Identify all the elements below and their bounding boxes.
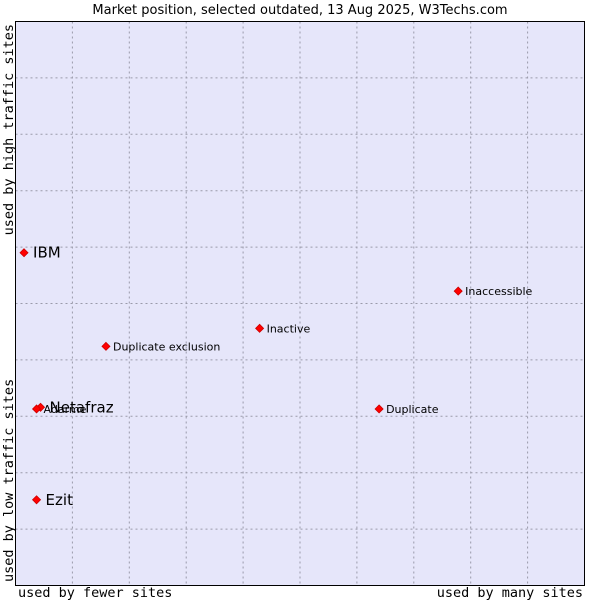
data-label-ezit: Ezit: [46, 491, 74, 509]
data-label-adarme: Adarme: [44, 403, 87, 416]
data-point-duplicate: [374, 404, 384, 414]
y-axis-label-top: used by high traffic sites: [1, 24, 17, 235]
y-axis-label-bottom: used by low traffic sites: [1, 379, 17, 582]
grid-lines: [15, 21, 585, 586]
data-point-adarme: [31, 404, 42, 414]
x-axis-label-right: used by many sites: [437, 585, 583, 600]
data-label-inaccessible: Inaccessible: [465, 285, 532, 298]
data-label-ibm: IBM: [33, 244, 61, 262]
data-label-duplicate-exclusion: Duplicate exclusion: [113, 340, 220, 353]
data-label-duplicate: Duplicate: [386, 403, 439, 416]
data-point-inactive: [255, 323, 265, 333]
data-points: IBM Inaccessible Inactive Duplicate exclusi…: [19, 244, 533, 509]
data-point-inaccessible: [453, 286, 463, 296]
data-label-inactive: Inactive: [267, 322, 311, 335]
x-axis-label-left: used by fewer sites: [18, 585, 172, 600]
data-point-ezit: [31, 495, 42, 505]
chart-title: Market position, selected outdated, 13 A…: [92, 3, 507, 18]
plot-border: [15, 21, 585, 586]
data-label-netafraz: Netafraz: [50, 398, 114, 416]
data-point-ibm: [19, 248, 29, 258]
data-point-duplicate-exclusion: [101, 341, 111, 351]
